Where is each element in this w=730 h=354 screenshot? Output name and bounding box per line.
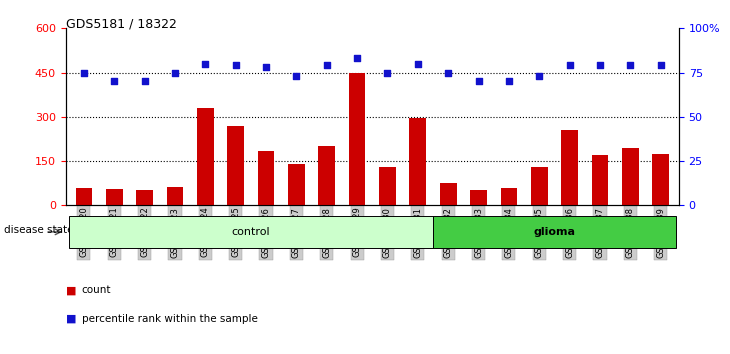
Point	[109, 79, 120, 84]
Text: glioma: glioma	[534, 227, 575, 237]
Bar	[227, 126, 244, 205]
Point	[534, 73, 545, 79]
Point	[412, 61, 423, 67]
Bar	[653, 154, 669, 205]
Point	[351, 56, 363, 61]
Point	[199, 61, 211, 67]
Bar	[137, 190, 153, 205]
Bar	[501, 188, 518, 205]
Text: disease state: disease state	[4, 225, 73, 235]
Bar	[166, 187, 183, 205]
Bar	[106, 189, 123, 205]
Bar	[470, 190, 487, 205]
Bar	[622, 148, 639, 205]
Bar	[258, 151, 274, 205]
Bar	[561, 130, 578, 205]
Point	[260, 64, 272, 70]
Point	[503, 79, 515, 84]
Point	[78, 70, 90, 75]
Text: control: control	[231, 227, 270, 237]
Bar	[288, 164, 304, 205]
Bar	[531, 167, 548, 205]
Bar	[318, 146, 335, 205]
Point	[564, 63, 575, 68]
Bar	[349, 73, 366, 205]
Point	[624, 63, 636, 68]
Bar	[410, 118, 426, 205]
Point	[291, 73, 302, 79]
Text: GDS5181 / 18322: GDS5181 / 18322	[66, 18, 177, 31]
Bar	[76, 188, 92, 205]
Bar	[591, 155, 608, 205]
Bar	[440, 183, 456, 205]
Point	[655, 63, 666, 68]
Bar	[197, 108, 214, 205]
Text: percentile rank within the sample: percentile rank within the sample	[82, 314, 258, 324]
Bar	[379, 167, 396, 205]
Point	[382, 70, 393, 75]
Point	[442, 70, 454, 75]
Point	[139, 79, 150, 84]
Point	[594, 63, 606, 68]
Point	[321, 63, 333, 68]
Point	[473, 79, 485, 84]
Point	[169, 70, 181, 75]
Point	[230, 63, 242, 68]
Text: count: count	[82, 285, 111, 295]
Text: ■: ■	[66, 285, 76, 295]
Text: ■: ■	[66, 314, 76, 324]
